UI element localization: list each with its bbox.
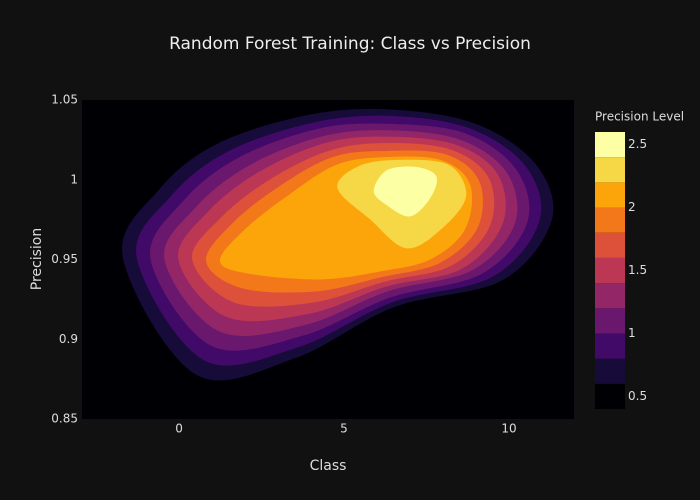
colorbar-band (595, 132, 625, 158)
colorbar-band (595, 358, 625, 384)
colorbar-band (595, 232, 625, 258)
colorbar-tick-label: 1.5 (628, 263, 647, 277)
colorbar-band (595, 157, 625, 183)
contour-region (373, 166, 437, 217)
y-tick-label: 1.05 (51, 93, 78, 107)
y-tick-label: 0.9 (59, 332, 78, 346)
y-axis-title: Precision (29, 228, 45, 290)
colorbar-band (595, 207, 625, 233)
x-tick-label: 0 (175, 422, 183, 436)
colorbar-band (595, 333, 625, 359)
colorbar-band (595, 283, 625, 309)
x-axis-title: Class (310, 458, 347, 474)
y-tick-label: 0.85 (51, 412, 78, 426)
colorbar-tick-label: 2 (628, 200, 636, 214)
colorbar-tick-label: 2.5 (628, 137, 647, 151)
colorbar-band (595, 308, 625, 334)
colorbar-band (595, 383, 625, 409)
colorbar-title: Precision Level (595, 110, 684, 124)
x-tick-label: 5 (340, 422, 348, 436)
colorbar-band (595, 182, 625, 208)
y-tick-label: 0.95 (51, 252, 78, 266)
colorbar-tick-label: 1 (628, 326, 636, 340)
x-tick-label: 10 (501, 422, 516, 436)
colorbar-tick-label: 0.5 (628, 389, 647, 403)
y-tick-label: 1 (70, 172, 78, 186)
colorbar-band (595, 257, 625, 284)
chart-title: Random Forest Training: Class vs Precisi… (169, 34, 531, 54)
